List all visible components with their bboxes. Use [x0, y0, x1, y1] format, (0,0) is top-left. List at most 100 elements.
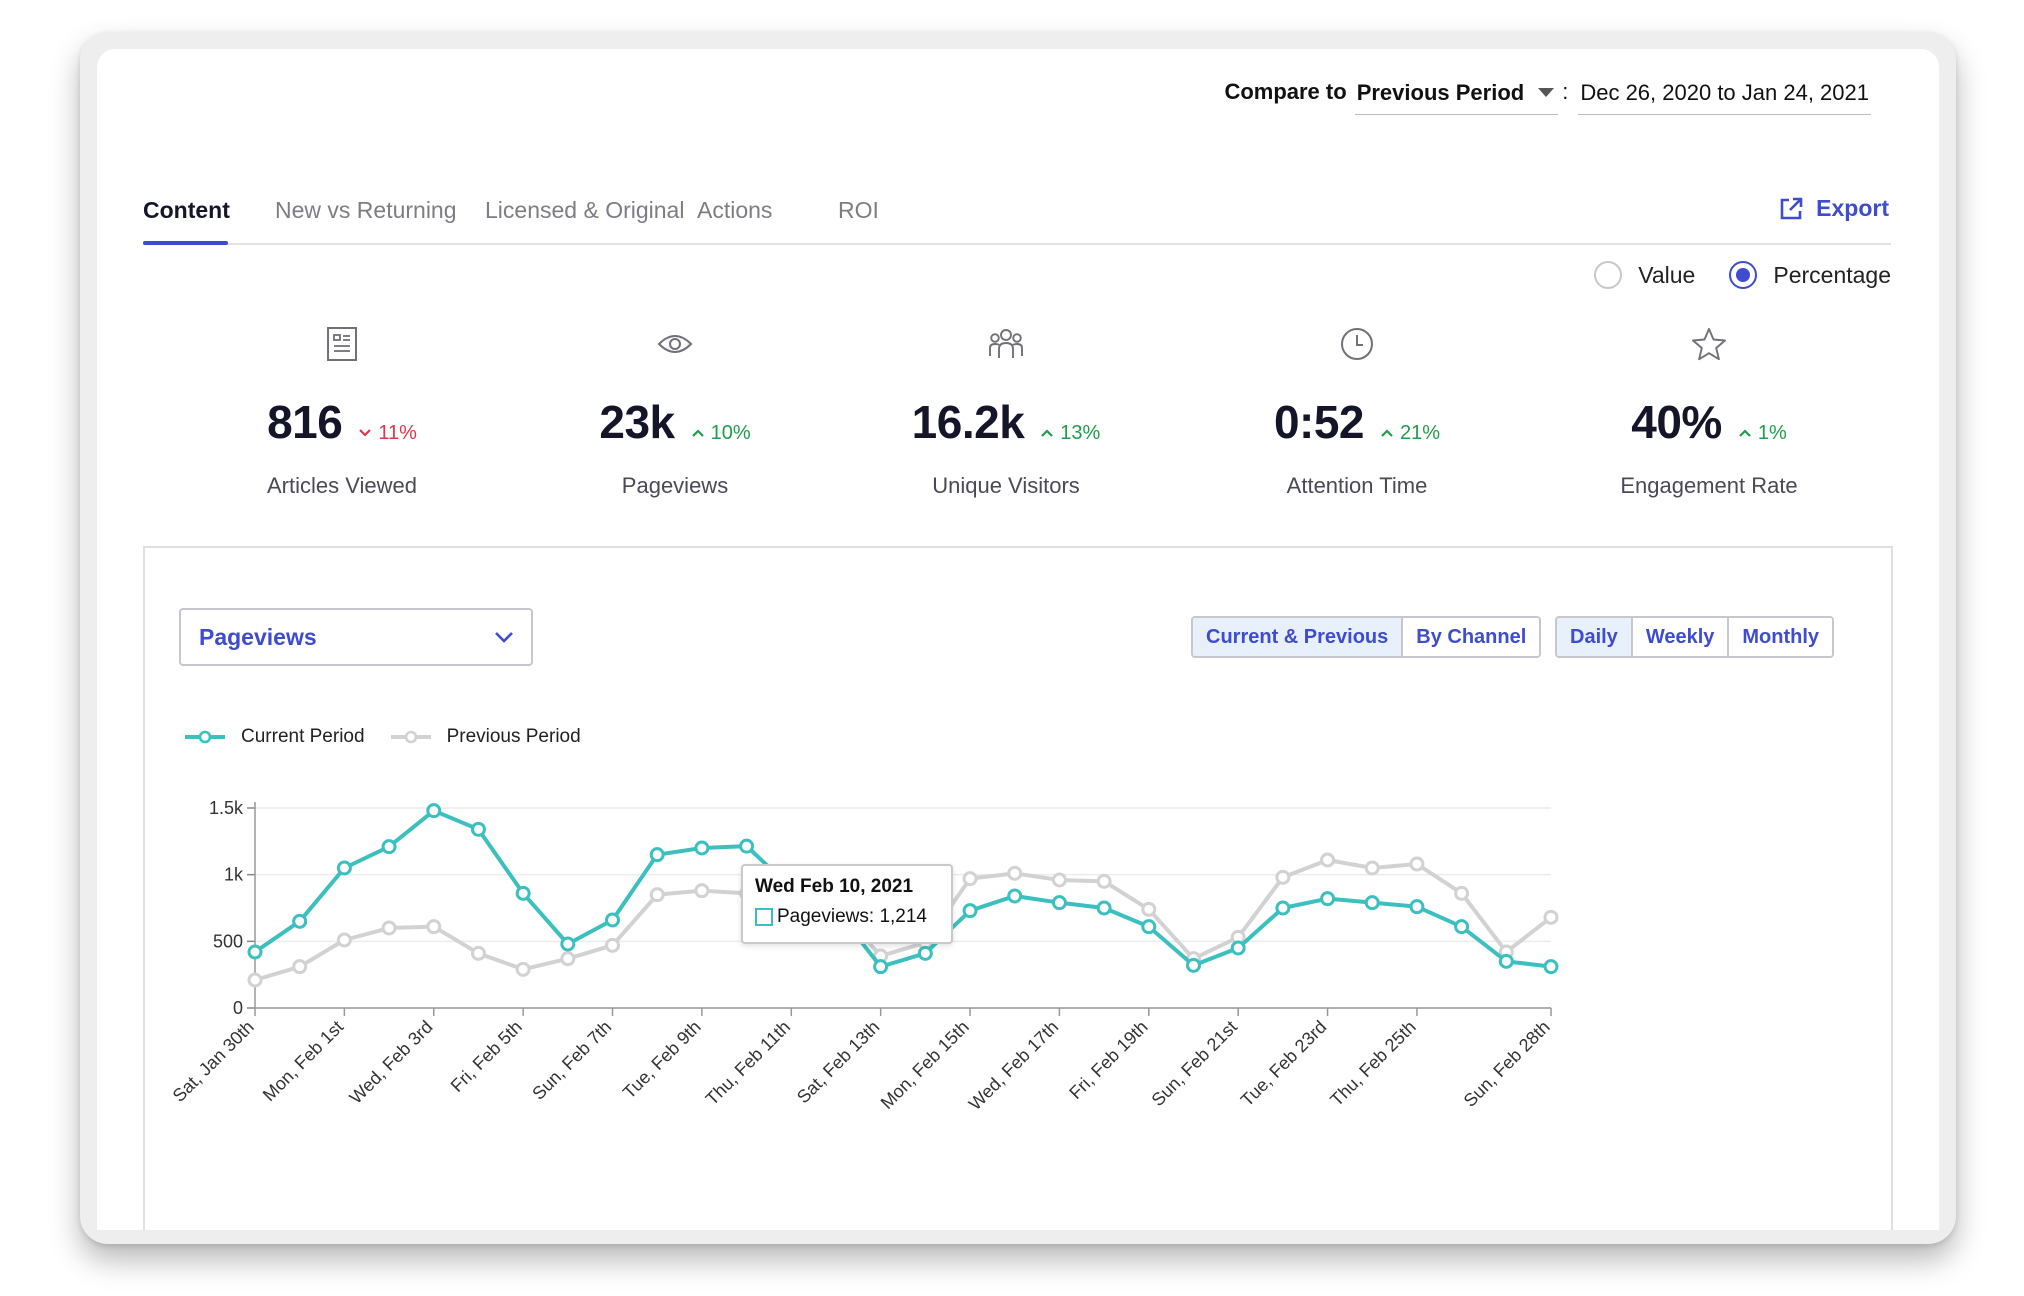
- current-period-point: [336, 860, 352, 876]
- date-range-picker[interactable]: Dec 26, 2020 to Jan 24, 2021: [1578, 80, 1871, 115]
- previous-period-point: [1409, 856, 1425, 872]
- chevron-up-icon: [691, 429, 704, 437]
- tab-bar: Content New vs Returning Licensed & Orig…: [143, 151, 1891, 245]
- value-mode-toggle: Value Percentage: [1594, 261, 1891, 289]
- star-icon: [1692, 328, 1726, 361]
- legend-previous-period[interactable]: Previous Period: [390, 726, 581, 748]
- previous-period-point: [381, 920, 397, 936]
- active-tab-indicator: [143, 241, 228, 245]
- export-label: Export: [1816, 195, 1889, 221]
- current-period-point: [1409, 899, 1425, 915]
- chart-legend: Current Period Previous Period: [185, 726, 607, 748]
- eye-icon: [657, 335, 693, 353]
- document-icon: [327, 327, 357, 361]
- x-tick-label: Sun, Feb 28th: [1460, 1017, 1554, 1111]
- previous-period-point: [1364, 860, 1380, 876]
- x-tick-label: Sat, Jan 30th: [169, 1017, 258, 1106]
- metric-change: 10%: [691, 422, 751, 445]
- metric-attention-time: 0:52 21% Attention Time: [1207, 321, 1507, 499]
- tab-content[interactable]: Content: [143, 197, 230, 223]
- metric-change: 1%: [1738, 422, 1787, 445]
- current-period-point: [470, 821, 486, 837]
- external-link-icon: [1780, 197, 1803, 219]
- percentage-radio[interactable]: [1729, 261, 1758, 289]
- previous-period-point: [1096, 873, 1112, 889]
- previous-period-point: [515, 961, 531, 977]
- metric-value: 16.2k: [911, 396, 1025, 448]
- metric-dropdown-value: Pageviews: [199, 623, 317, 650]
- compare-separator: :: [1562, 79, 1569, 104]
- previous-period-point: [1543, 909, 1559, 925]
- chevron-down-icon: [495, 632, 513, 643]
- current-period-point: [1230, 940, 1246, 956]
- export-button[interactable]: Export: [1778, 195, 1889, 222]
- previous-period-point: [470, 945, 486, 961]
- previous-period-point: [694, 883, 710, 899]
- metric-label: Unique Visitors: [932, 473, 1080, 498]
- legend-current-period[interactable]: Current Period: [185, 726, 365, 748]
- tab-licensed-original[interactable]: Licensed & Original: [485, 197, 685, 223]
- metric-change: 21%: [1380, 422, 1440, 445]
- previous-period-point: [962, 871, 978, 887]
- x-tick-label: Mon, Feb 1st: [259, 1017, 347, 1105]
- previous-period-point: [649, 887, 665, 903]
- view-toggle-group: Current & Previous By Channel: [1191, 616, 1542, 658]
- metric-change-value: 1%: [1757, 421, 1787, 444]
- current-period-point: [1364, 895, 1380, 911]
- current-previous-button[interactable]: Current & Previous: [1193, 618, 1404, 656]
- x-tick-label: Wed, Feb 3rd: [346, 1017, 437, 1108]
- metric-change: 13%: [1040, 422, 1100, 445]
- weekly-button[interactable]: Weekly: [1632, 618, 1730, 656]
- current-period-point: [1454, 919, 1470, 935]
- x-tick-label: Sun, Feb 7th: [528, 1017, 615, 1104]
- current-period-point: [515, 885, 531, 901]
- value-radio-label: Value: [1638, 261, 1696, 288]
- tab-new-vs-returning[interactable]: New vs Returning: [275, 197, 457, 223]
- current-period-point: [605, 912, 621, 928]
- metric-label: Engagement Rate: [1620, 473, 1798, 498]
- y-tick-label: 500: [213, 931, 243, 951]
- current-period-point: [649, 847, 665, 863]
- current-period-point: [1141, 919, 1157, 935]
- legend-line-icon: [185, 730, 225, 744]
- chevron-down-icon: [359, 429, 372, 437]
- tab-roi[interactable]: ROI: [838, 197, 879, 223]
- value-radio[interactable]: [1594, 261, 1623, 289]
- legend-line-icon: [390, 730, 431, 744]
- current-period-point: [1007, 888, 1023, 904]
- x-tick-label: Sun, Feb 21st: [1148, 1017, 1241, 1110]
- previous-period-point: [1007, 865, 1023, 881]
- current-period-point: [247, 944, 263, 960]
- current-period-point: [1275, 900, 1291, 916]
- metric-unique-visitors: 16.2k 13% Unique Visitors: [856, 321, 1156, 499]
- metric-change: 11%: [358, 422, 417, 445]
- previous-period-point: [292, 959, 308, 975]
- current-period-point: [560, 936, 576, 952]
- monthly-button[interactable]: Monthly: [1729, 618, 1833, 656]
- metric-value: 816: [267, 396, 343, 448]
- metric-dropdown[interactable]: Pageviews: [179, 608, 533, 666]
- metric-change-value: 10%: [710, 421, 751, 444]
- previous-period-point: [560, 951, 576, 967]
- clock-icon: [1341, 328, 1373, 360]
- metric-pageviews: 23k 10% Pageviews: [525, 321, 825, 499]
- previous-period-point: [247, 972, 263, 988]
- tab-actions[interactable]: Actions: [697, 197, 773, 223]
- analytics-panel: Compare to Previous Period : Dec 26, 202…: [97, 49, 1939, 1230]
- chevron-up-icon: [1739, 429, 1751, 437]
- chart-container: Pageviews Current & Previous By Channel …: [143, 546, 1893, 1230]
- previous-period-point: [336, 932, 352, 948]
- current-period-point: [873, 959, 889, 975]
- metric-change-value: 11%: [378, 421, 417, 444]
- caret-down-icon: [1538, 87, 1555, 97]
- y-tick-label: 0: [233, 998, 243, 1018]
- current-period-point: [426, 803, 442, 819]
- x-tick-label: Thu, Feb 11th: [702, 1017, 794, 1109]
- people-icon: [989, 329, 1023, 358]
- percentage-radio-label: Percentage: [1773, 261, 1891, 288]
- daily-button[interactable]: Daily: [1557, 618, 1633, 656]
- by-channel-button[interactable]: By Channel: [1403, 618, 1540, 656]
- compare-period-select[interactable]: Previous Period: [1354, 80, 1559, 115]
- current-period-point: [917, 945, 933, 961]
